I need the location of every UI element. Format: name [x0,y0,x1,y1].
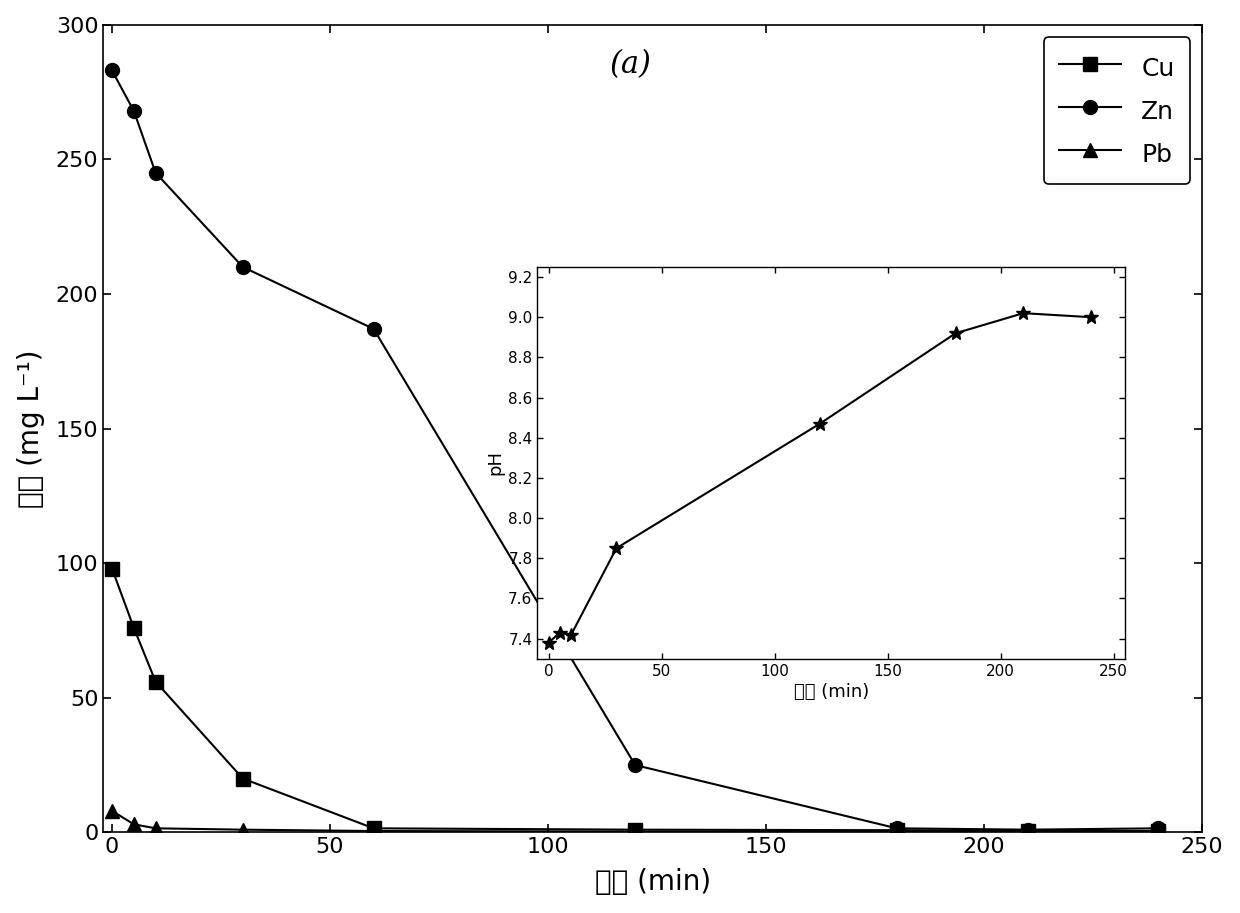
Cu [627,824,642,835]
Pb [889,826,904,837]
Pb [104,805,119,816]
Zn [236,261,250,272]
Cu [889,824,904,835]
Line: Pb: Pb [105,803,1166,839]
Zn [1151,823,1166,834]
Pb [366,825,381,836]
Pb [126,819,141,830]
Pb [148,823,162,834]
Cu [236,773,250,784]
X-axis label: 时间 (min): 时间 (min) [594,868,711,897]
Cu [126,623,141,634]
Zn [1021,824,1035,835]
Zn [126,105,141,116]
Pb [236,824,250,835]
Text: (a): (a) [610,49,651,80]
Legend: Cu, Zn, Pb: Cu, Zn, Pb [1044,37,1189,184]
Zn [366,323,381,334]
Pb [1021,826,1035,837]
Cu [1151,825,1166,836]
Cu [1021,825,1035,836]
Line: Cu: Cu [105,561,1166,838]
Cu [148,677,162,687]
Zn [889,823,904,834]
Zn [148,167,162,178]
Line: Zn: Zn [105,64,1166,836]
Y-axis label: 浓度 (mg L⁻¹): 浓度 (mg L⁻¹) [16,350,45,508]
Zn [104,65,119,76]
Cu [104,563,119,574]
Cu [366,823,381,834]
Zn [627,760,642,771]
Pb [1151,826,1166,837]
Pb [627,826,642,837]
